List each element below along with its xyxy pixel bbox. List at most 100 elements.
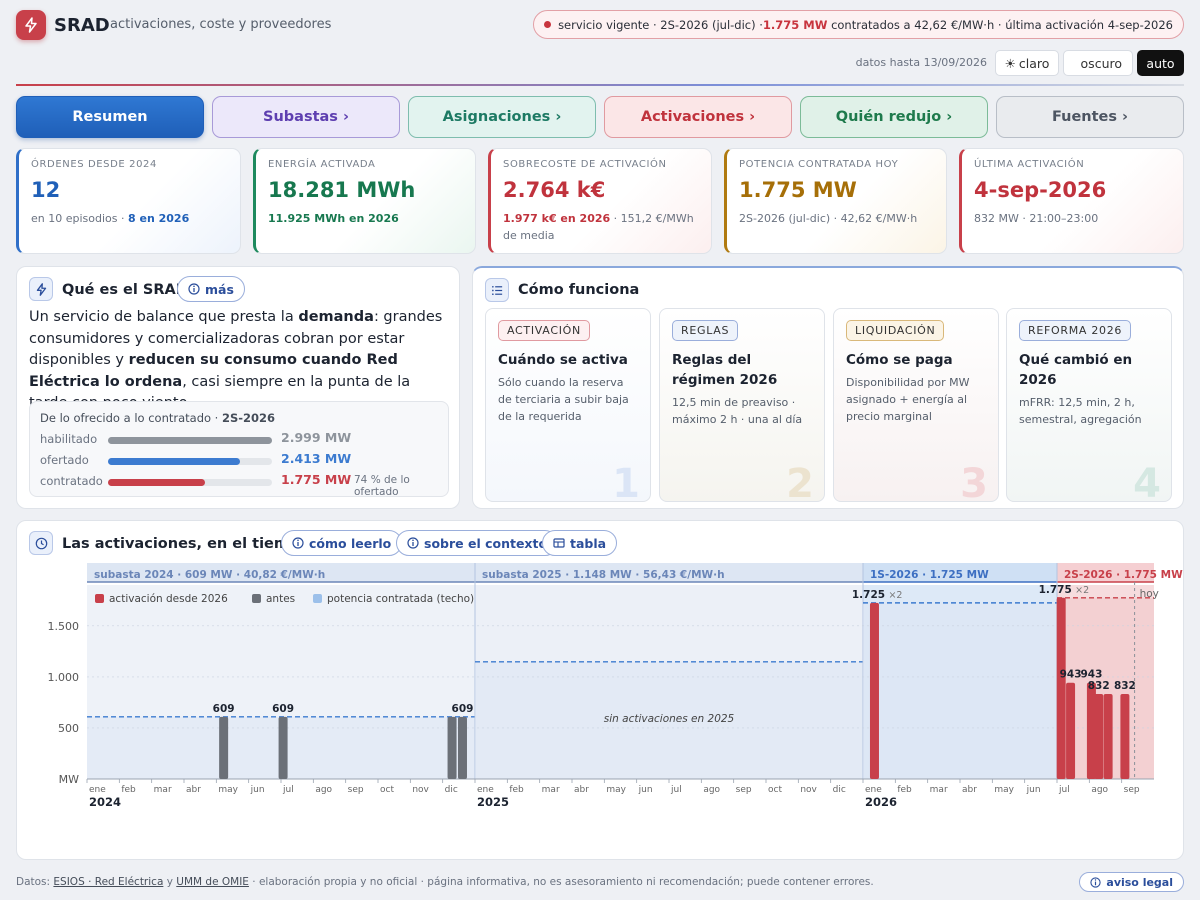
tab-quien-redujo-label: Quién redujo › bbox=[835, 109, 953, 125]
step-reform: REFORMA 2026 Qué cambió en 2026 mFRR: 12… bbox=[1006, 308, 1172, 502]
month-label: jun bbox=[250, 785, 265, 795]
kpi-energy-label: ENERGÍA ACTIVADA bbox=[268, 159, 376, 170]
legal-notice-button[interactable]: aviso legal bbox=[1079, 872, 1184, 892]
kpi-power-value: 1.775 MW bbox=[739, 178, 857, 202]
offer-row-label: contratado bbox=[40, 474, 103, 488]
esios-link[interactable]: ESIOS · Red Eléctrica bbox=[53, 876, 164, 888]
legend-label: activación desde 2026 bbox=[109, 593, 228, 605]
activation-bar bbox=[869, 602, 879, 779]
offer-row-value: 1.775 MW bbox=[281, 472, 352, 487]
month-label: ago bbox=[315, 785, 332, 795]
kpi-orders-label: ÓRDENES DESDE 2024 bbox=[31, 159, 157, 170]
app-logo bbox=[16, 10, 46, 40]
kpi-energy-value: 18.281 MWh bbox=[268, 178, 416, 202]
activation-bar bbox=[1086, 682, 1096, 779]
context-button[interactable]: sobre el contexto bbox=[396, 530, 559, 556]
y-tick-label: MW bbox=[59, 773, 79, 786]
info-icon bbox=[1090, 876, 1102, 888]
kpi-last-activation: ÚLTIMA ACTIVACIÓN 4-sep-2026 832 MW · 21… bbox=[959, 148, 1184, 254]
kpi-orders-sub-bold: 8 en 2026 bbox=[128, 212, 190, 225]
theme-auto-button[interactable]: auto bbox=[1137, 50, 1184, 76]
offer-row-label: ofertado bbox=[40, 453, 89, 467]
step-settlement-number: 3 bbox=[960, 461, 988, 502]
tab-resumen-label: Resumen bbox=[72, 109, 148, 125]
tab-quien-redujo[interactable]: Quién redujo › bbox=[800, 96, 988, 138]
footer-pre: Datos: bbox=[16, 876, 54, 888]
activation-bar bbox=[219, 716, 229, 779]
bar-value-label: 609 bbox=[213, 703, 235, 715]
bar-value-label: 609 bbox=[452, 703, 474, 715]
month-label: feb bbox=[897, 785, 912, 795]
kpi-energy-sub: 11.925 MWh en 2026 bbox=[268, 210, 463, 227]
month-label: abr bbox=[186, 785, 201, 795]
month-label: ago bbox=[1091, 785, 1108, 795]
month-label: oct bbox=[768, 785, 782, 795]
how-it-works-card: Cómo funciona ACTIVACIÓN Cuándo se activ… bbox=[472, 266, 1184, 509]
kpi-orders: ÓRDENES DESDE 2024 12 en 10 episodios · … bbox=[16, 148, 241, 254]
theme-dark-label: oscuro bbox=[1080, 55, 1122, 71]
app-title: SRAD bbox=[54, 15, 110, 36]
tab-subastas-label: Subastas › bbox=[263, 109, 349, 125]
kpi-row: ÓRDENES DESDE 2024 12 en 10 episodios · … bbox=[16, 148, 1184, 254]
y-tick-label: 500 bbox=[58, 722, 79, 735]
kpi-last-value: 4-sep-2026 bbox=[974, 178, 1107, 202]
month-label: ago bbox=[703, 785, 720, 795]
step-rules-title: Reglas del régimen 2026 bbox=[672, 352, 778, 388]
y-tick-label: 1.500 bbox=[48, 620, 80, 633]
month-label: jun bbox=[638, 785, 653, 795]
activation-bar bbox=[1094, 694, 1104, 779]
offer-row-value: 2.413 MW bbox=[281, 451, 352, 466]
how-to-read-label: cómo leerlo bbox=[309, 535, 392, 551]
step-activation: ACTIVACIÓN Cuándo se activa Sólo cuando … bbox=[485, 308, 651, 502]
what-is-card: Qué es el SRAD más Un servicio de balanc… bbox=[16, 266, 460, 509]
table-button[interactable]: tabla bbox=[542, 530, 618, 556]
bar-value-label: 943 bbox=[1080, 669, 1102, 681]
offer-title-bold: 2S-2026 bbox=[222, 411, 276, 425]
step-reform-desc: mFRR: 12,5 min, 2 h, semestral, agregaci… bbox=[1019, 396, 1142, 426]
footer-mid: y bbox=[163, 876, 177, 888]
bar-value-label: 1.775 bbox=[1039, 584, 1072, 596]
month-label: abr bbox=[962, 785, 977, 795]
omie-link[interactable]: UMM de OMIE bbox=[176, 876, 249, 888]
kpi-energy: ENERGÍA ACTIVADA 18.281 MWh 11.925 MWh e… bbox=[253, 148, 476, 254]
table-icon bbox=[553, 538, 565, 548]
theme-dark-button[interactable]: oscuro bbox=[1063, 50, 1133, 76]
legend-label: potencia contratada (techo) bbox=[327, 593, 474, 605]
theme-light-label: claro bbox=[1018, 55, 1050, 71]
tab-activaciones[interactable]: Activaciones › bbox=[604, 96, 792, 138]
tab-subastas[interactable]: Subastas › bbox=[212, 96, 400, 138]
step-rules-desc: 12,5 min de preaviso · máximo 2 h · una … bbox=[672, 396, 803, 426]
period-header bbox=[863, 563, 1057, 582]
legend-swatch bbox=[313, 594, 322, 603]
status-badge: servicio vigente · 2S-2026 (jul-dic) · 1… bbox=[533, 10, 1184, 39]
month-label: jul bbox=[670, 785, 682, 795]
activation-bar bbox=[1056, 597, 1066, 779]
status-text-post: contratados a 42,62 €/MW·h · última acti… bbox=[827, 17, 1173, 32]
offer-bar-track bbox=[108, 479, 272, 486]
header-divider bbox=[16, 84, 1184, 86]
tab-asignaciones[interactable]: Asignaciones › bbox=[408, 96, 596, 138]
month-label: ene bbox=[89, 785, 106, 795]
what-is-title: Qué es el SRAD bbox=[62, 282, 188, 298]
tab-resumen[interactable]: Resumen bbox=[16, 96, 204, 138]
info-icon bbox=[188, 283, 200, 295]
activation-bar bbox=[278, 716, 288, 779]
kpi-overcost: SOBRECOSTE DE ACTIVACIÓN 2.764 k€ 1.977 … bbox=[488, 148, 712, 254]
info-icon bbox=[292, 537, 304, 549]
period-header bbox=[1057, 563, 1154, 582]
step-rules-tag: REGLAS bbox=[672, 320, 739, 341]
ceiling-fill bbox=[863, 602, 1057, 779]
kpi-overcost-label: SOBRECOSTE DE ACTIVACIÓN bbox=[503, 159, 667, 170]
how-to-read-button[interactable]: cómo leerlo bbox=[281, 530, 403, 556]
status-dot-icon bbox=[544, 21, 552, 28]
desc-bold-1: demanda bbox=[298, 309, 374, 325]
period-label: subasta 2024 · 609 MW · 40,82 €/MW·h bbox=[94, 569, 325, 581]
theme-light-button[interactable]: ☀ claro bbox=[995, 50, 1059, 76]
main-tabs: Resumen Subastas › Asignaciones › Activa… bbox=[16, 96, 1184, 138]
kpi-power-label: POTENCIA CONTRATADA HOY bbox=[739, 159, 899, 170]
step-settlement: LIQUIDACIÓN Cómo se paga Disponibilidad … bbox=[833, 308, 999, 502]
tab-fuentes[interactable]: Fuentes › bbox=[996, 96, 1184, 138]
what-is-more-button[interactable]: más bbox=[177, 276, 245, 302]
month-label: dic bbox=[833, 785, 846, 795]
month-label: ene bbox=[477, 785, 494, 795]
